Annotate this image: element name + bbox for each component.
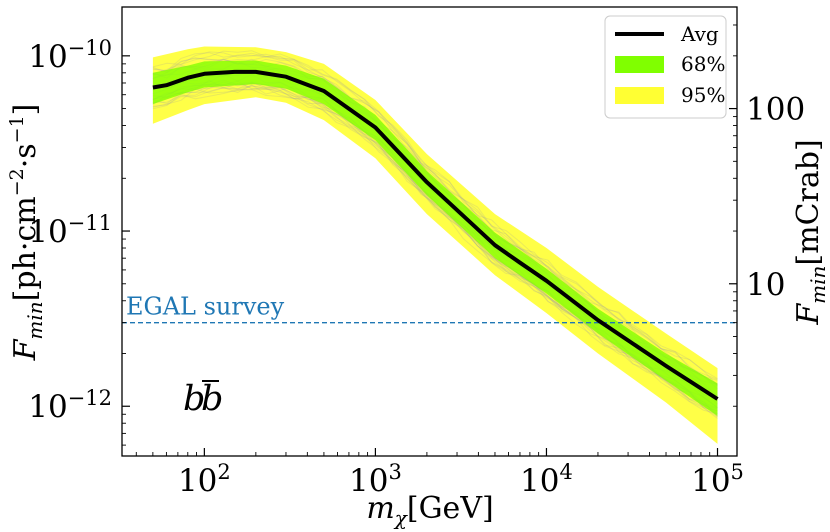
legend: Avg 68% 95% <box>604 15 727 119</box>
y-tick-base: 10 <box>28 214 67 250</box>
x-tick-base: 10 <box>349 463 388 499</box>
channel-label-bbar: b <box>201 379 223 419</box>
x-tick-exp: 5 <box>731 460 744 484</box>
y2-tick-label: 100 <box>746 92 805 128</box>
y-tick-label: 10−12 <box>28 386 112 425</box>
y-tick-base: 10 <box>28 389 67 425</box>
legend-68-label: 68% <box>681 52 725 76</box>
y-axis-title-exp1: −2 <box>6 168 28 196</box>
y-tick-label: 10−11 <box>28 211 112 250</box>
channel-label: b b <box>183 379 223 419</box>
x-axis-title: mχ[GeV] <box>366 491 493 530</box>
realization-line <box>152 82 718 419</box>
realization-line <box>152 88 718 415</box>
x-tick-label: 102 <box>178 460 231 499</box>
x-tick-base: 10 <box>520 463 559 499</box>
y-tick-exp: −12 <box>68 386 112 410</box>
y-axis-title-unit-suffix: ] <box>8 104 43 116</box>
avg-line <box>152 69 719 401</box>
channel-label-b: b <box>183 379 205 419</box>
x-tick-exp: 3 <box>388 460 401 484</box>
y-tick-base: 10 <box>28 39 67 75</box>
legend-68-swatch <box>615 56 664 73</box>
realization-line <box>152 51 718 386</box>
realization-line <box>152 56 718 381</box>
x-axis-title-main: m <box>366 491 394 526</box>
x-tick-exp: 2 <box>217 460 230 484</box>
x-axis-title-sub: χ <box>393 506 409 530</box>
realization-line <box>152 54 718 380</box>
realization-line <box>152 80 718 410</box>
x-axis-ticks: 102 103 104 105 <box>135 448 744 499</box>
y2-axis-title-sub: min <box>806 266 830 304</box>
x-tick-exp: 4 <box>559 460 572 484</box>
legend-95-swatch <box>615 87 664 104</box>
x-tick-base: 10 <box>691 463 730 499</box>
egal-survey-label: EGAL survey <box>126 293 285 321</box>
y-axis-title-sub: min <box>23 301 47 339</box>
x-axis-title-unit: [GeV] <box>407 491 494 526</box>
x-tick-label: 105 <box>691 460 744 499</box>
realization-line <box>152 84 718 414</box>
y2-tick-label: 10 <box>746 267 785 303</box>
legend-95-label: 95% <box>681 83 725 107</box>
realization-line <box>152 85 718 415</box>
realization-line <box>152 82 718 418</box>
y-axis-title-main: F <box>8 338 43 361</box>
y-axis-title-exp2: −1 <box>6 115 28 143</box>
y-axis-title: Fmin[ph·cm−2·s−1] <box>6 104 47 362</box>
y2-axis-title-unit: [mCrab] <box>791 139 826 265</box>
y2-axis-title-main: F <box>791 303 826 326</box>
y-tick-exp: −10 <box>68 36 112 60</box>
y2-axis-title: Fmin[mCrab] <box>791 139 830 325</box>
y-tick-exp: −11 <box>68 211 112 235</box>
y-axis-title-unit-mid: ·s <box>8 143 43 168</box>
legend-avg-label: Avg <box>680 22 719 46</box>
realization-line <box>152 52 718 380</box>
y-axis-title-unit-prefix: [ph·cm <box>8 196 43 301</box>
realization-line <box>152 50 718 386</box>
x-tick-label: 104 <box>520 460 573 499</box>
x-tick-base: 10 <box>178 463 217 499</box>
x-tick-label: 103 <box>349 460 402 499</box>
y2-axis-ticks: 100 10 <box>729 24 805 407</box>
y-tick-label: 10−10 <box>28 36 112 75</box>
